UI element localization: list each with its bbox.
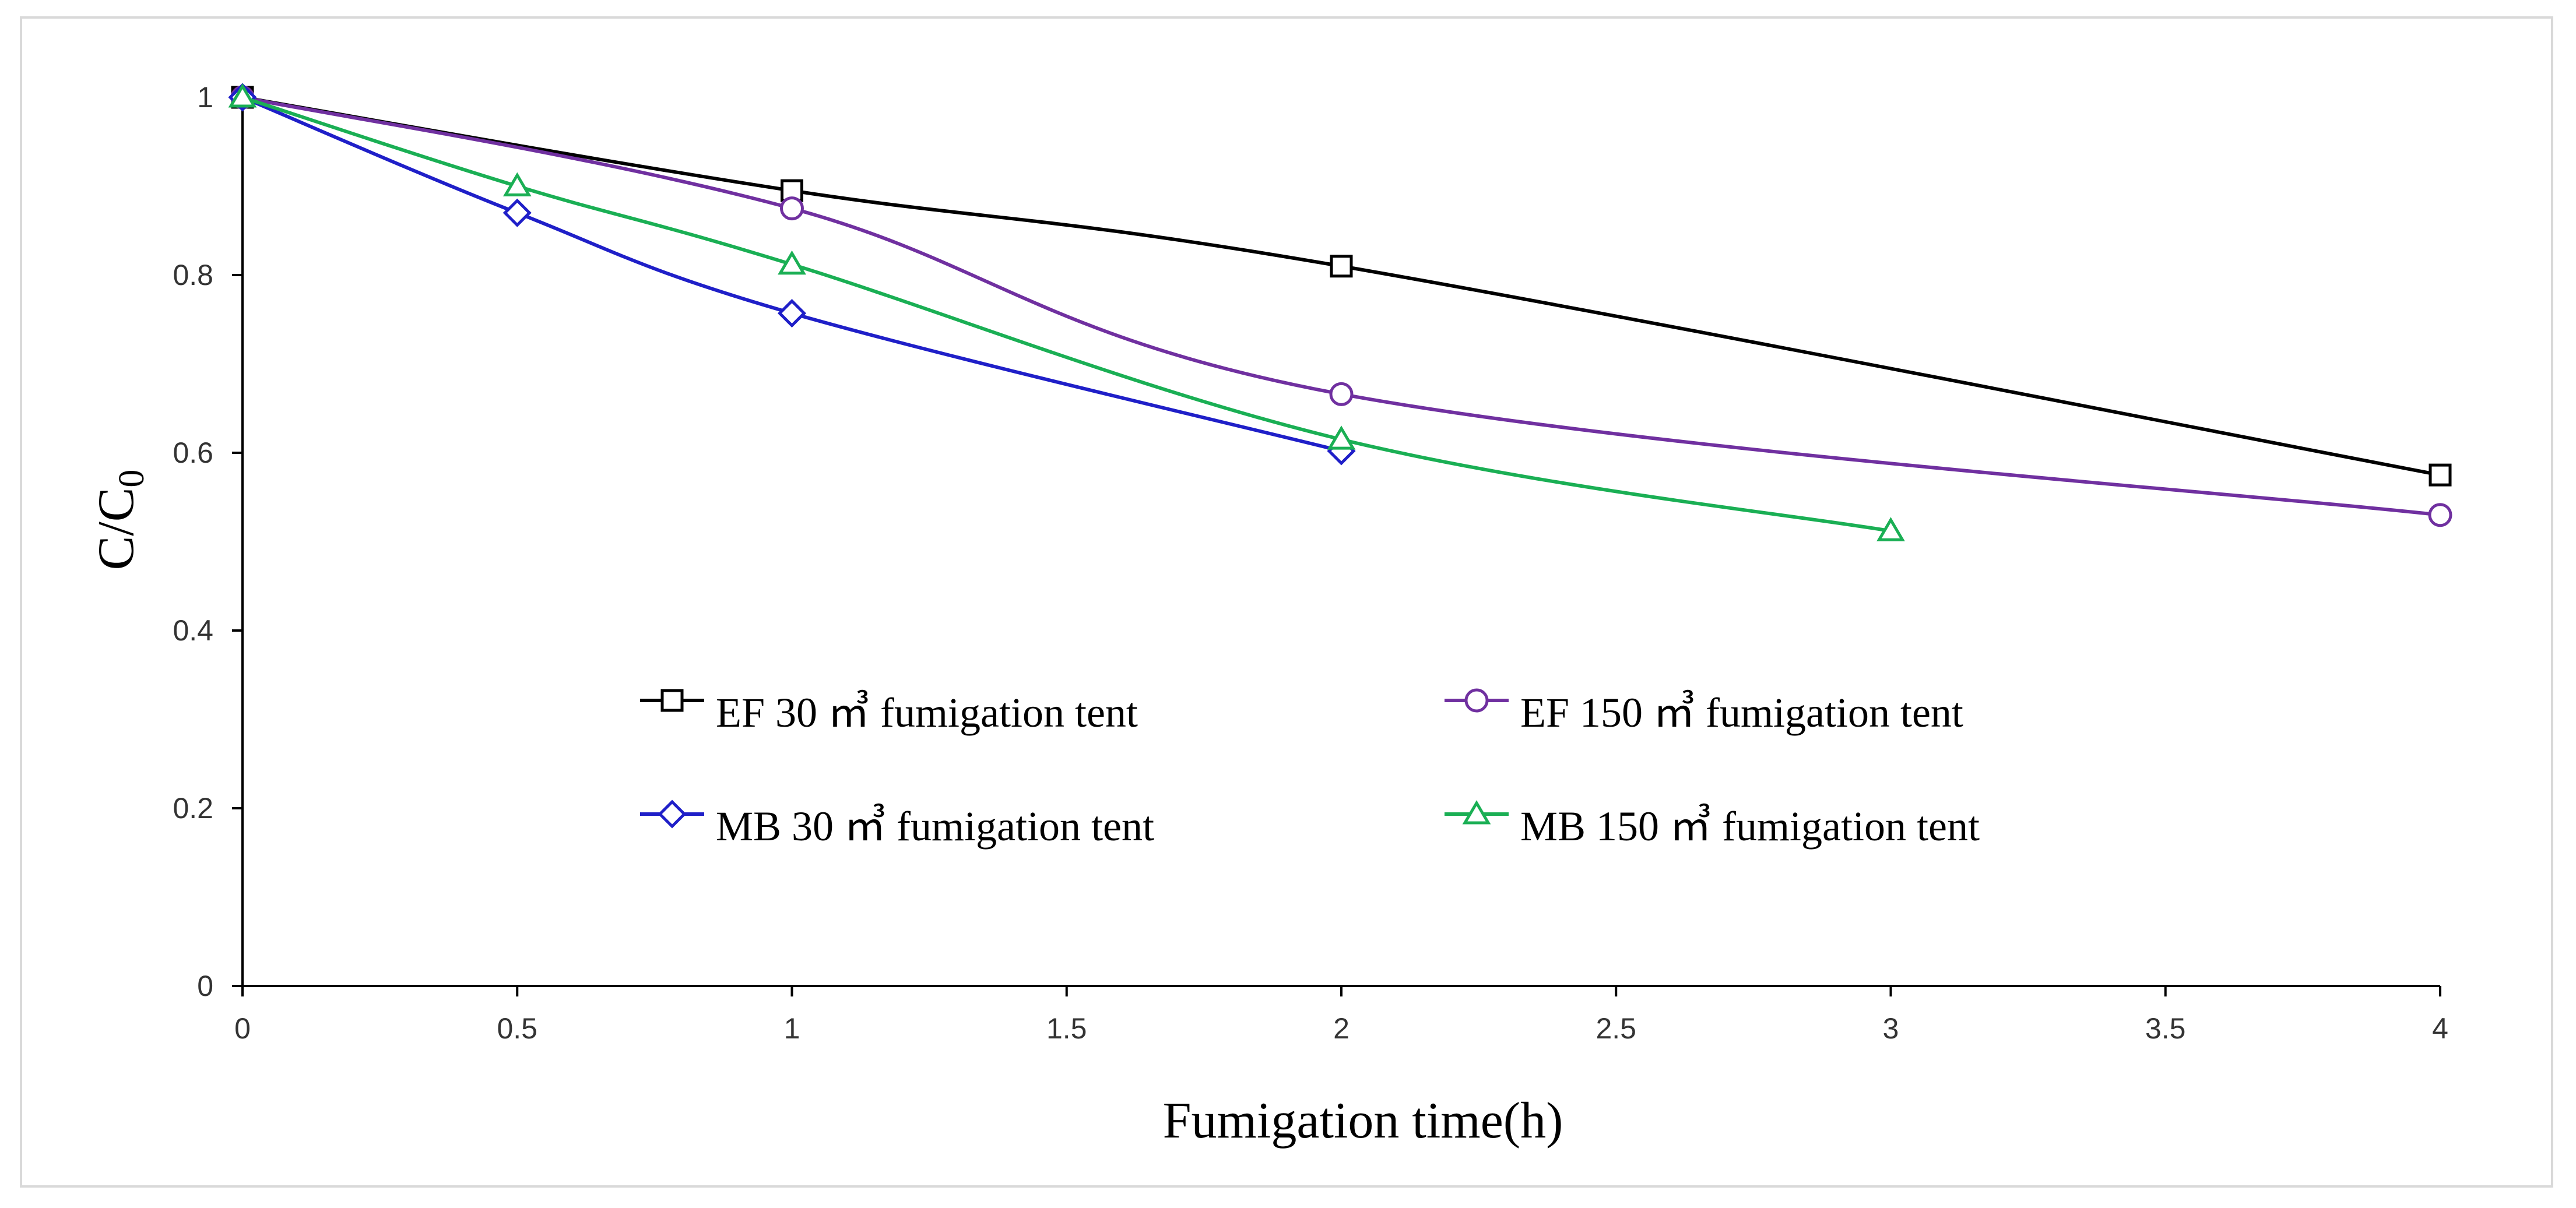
x-tick-label: 0 bbox=[234, 1012, 251, 1045]
x-tick-label: 1 bbox=[784, 1012, 800, 1045]
data-point bbox=[228, 83, 257, 108]
legend-item: EF 30 ㎥ fumigation tent bbox=[640, 689, 1138, 736]
legend-label: MB 30 ㎥ fumigation tent bbox=[716, 803, 1154, 850]
y-tick-label: 1 bbox=[197, 81, 213, 114]
legend-item: MB 150 ㎥ fumigation tent bbox=[1445, 800, 1980, 850]
data-point bbox=[1330, 255, 1353, 278]
y-tick-label: 0 bbox=[197, 970, 213, 1002]
axes: 0 0.5 1 1.5 2 2.5 3 3.5 4 0 0.2 0.4 0.6 0.8 1 bbox=[173, 81, 2448, 1045]
series-line bbox=[241, 96, 1342, 453]
series-line bbox=[242, 96, 2441, 517]
x-tick-label: 1.5 bbox=[1046, 1012, 1087, 1045]
y-tick-label: 0.6 bbox=[173, 436, 213, 469]
data-point bbox=[2429, 463, 2452, 487]
data-point bbox=[2428, 503, 2452, 527]
y-axis-title-main: C/C bbox=[88, 488, 145, 570]
y-axis-title-subscript: 0 bbox=[112, 470, 152, 488]
y-axis-title: C/C0 bbox=[88, 470, 152, 570]
data-point bbox=[1876, 517, 1905, 541]
series-square bbox=[231, 86, 2452, 487]
series-layer bbox=[228, 83, 2452, 541]
legend-label: EF 30 ㎥ fumigation tent bbox=[716, 689, 1138, 736]
legend-marker bbox=[660, 689, 684, 712]
data-point bbox=[1329, 382, 1354, 406]
y-tick-label: 0.8 bbox=[173, 259, 213, 291]
data-point bbox=[780, 196, 804, 221]
x-tick-label: 2.5 bbox=[1595, 1012, 1636, 1045]
x-tick-label: 0.5 bbox=[497, 1012, 537, 1045]
line-chart: 0 0.5 1 1.5 2 2.5 3 3.5 4 0 0.2 0.4 0.6 0.8 1 EF 30 ㎥ … bbox=[88, 81, 2452, 1149]
x-axis-title: Fumigation time(h) bbox=[1163, 1093, 1563, 1149]
legend-label: MB 150 ㎥ fumigation tent bbox=[1520, 803, 1980, 850]
data-point bbox=[502, 198, 532, 227]
y-tick-label: 0.2 bbox=[173, 792, 213, 825]
data-point bbox=[778, 250, 806, 275]
series-triangle bbox=[228, 83, 1905, 541]
x-tick-label: 2 bbox=[1333, 1012, 1349, 1045]
series-line bbox=[242, 96, 2441, 477]
y-tick-label: 0.4 bbox=[173, 614, 213, 647]
x-tick-label: 4 bbox=[2432, 1012, 2448, 1045]
x-tick-label: 3.5 bbox=[2145, 1012, 2186, 1045]
data-point bbox=[1327, 425, 1356, 450]
legend-marker bbox=[1464, 688, 1489, 713]
series-line bbox=[242, 96, 1891, 533]
data-point bbox=[502, 172, 532, 196]
legend: EF 30 ㎥ fumigation tent EF 150 ㎥ fumigati… bbox=[640, 688, 1980, 850]
data-point bbox=[777, 299, 807, 328]
chart-frame: 0 0.5 1 1.5 2 2.5 3 3.5 4 0 0.2 0.4 0.6 0.8 1 EF 30 ㎥ … bbox=[20, 16, 2553, 1188]
legend-item: MB 30 ㎥ fumigation tent bbox=[640, 800, 1154, 850]
x-tick-label: 3 bbox=[1883, 1012, 1899, 1045]
legend-item: EF 150 ㎥ fumigation tent bbox=[1445, 688, 1963, 736]
legend-marker bbox=[658, 800, 687, 829]
legend-marker bbox=[1462, 800, 1491, 825]
legend-label: EF 150 ㎥ fumigation tent bbox=[1520, 689, 1963, 736]
